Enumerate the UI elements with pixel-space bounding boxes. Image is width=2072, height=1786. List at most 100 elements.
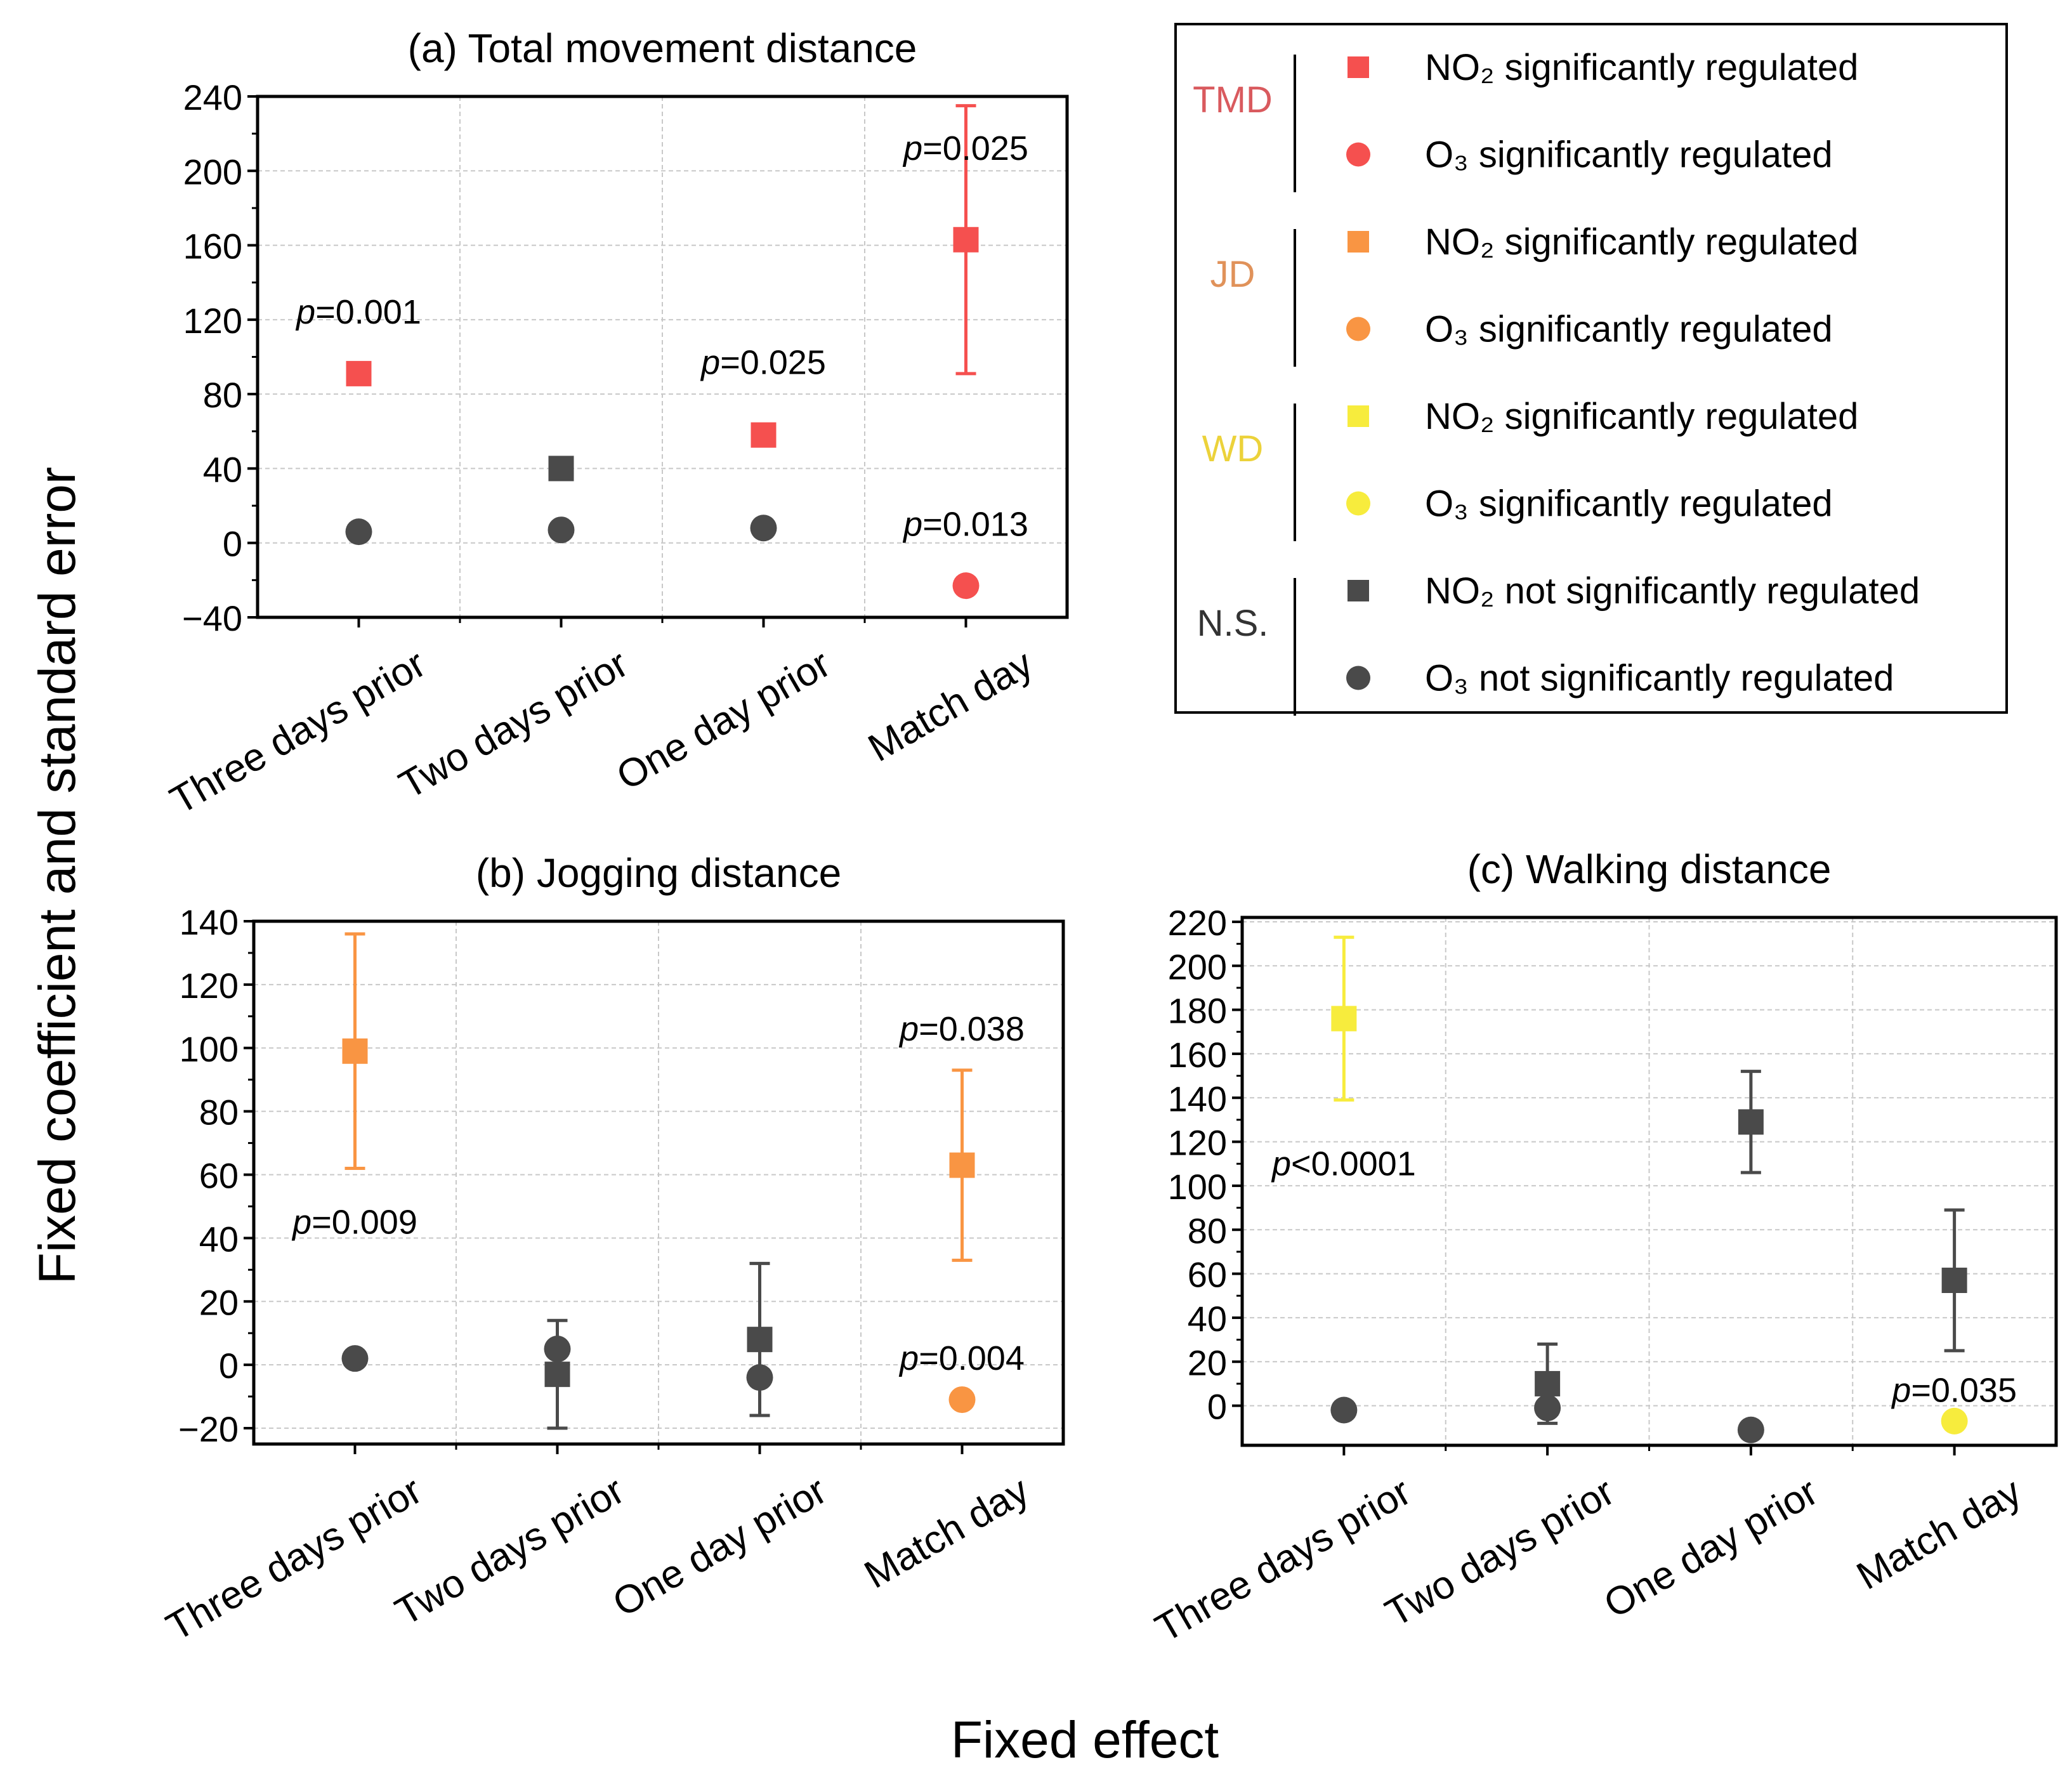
x-tick-label: Two days prior (392, 641, 636, 807)
x-tick-label: Match day (1849, 1469, 2028, 1598)
x-tick-label: One day prior (610, 641, 838, 799)
data-point-circle (952, 572, 980, 600)
legend-item-label: NO₂ not significantly regulated (1425, 570, 1920, 612)
chart-panel-b: (b) Jogging distance −20 0 20 40 60 80 100 120 14… (159, 850, 1065, 1650)
legend-marker-circle (1346, 142, 1370, 167)
data-point-circle (948, 1386, 976, 1414)
y-tick-label: 100 (180, 1029, 239, 1069)
data-point-square (751, 422, 777, 448)
data-point-square (953, 227, 979, 253)
data-point-square (1941, 1268, 1967, 1293)
y-tick-label: 80 (1188, 1211, 1227, 1251)
y-axis-title: Fixed coefficient and standard error (29, 467, 86, 1284)
p-value-annotation: p=0.004 (898, 1339, 1025, 1377)
y-tick-label: 80 (199, 1093, 239, 1133)
p-value-annotation: p=0.038 (898, 1010, 1025, 1048)
legend-item-label: O₃ significantly regulated (1425, 135, 1833, 176)
legend-box (1174, 23, 2008, 714)
data-point-circle (750, 515, 777, 542)
legend-marker-square (1347, 56, 1369, 78)
y-tick-label: 0 (219, 1346, 239, 1386)
x-tick-label: One day prior (1597, 1469, 1825, 1627)
y-tick-label: 40 (203, 449, 242, 489)
y-tick-label: 200 (183, 152, 242, 192)
legend-item-label: NO₂ significantly regulated (1425, 221, 1858, 263)
y-tick-label: 60 (199, 1156, 239, 1196)
y-tick-label: 180 (1168, 991, 1227, 1031)
chart-panel-a: (a) Total movement distance −40 0 40 80 120 16… (163, 25, 1069, 823)
y-tick-label: 0 (1207, 1387, 1227, 1427)
data-point-circle (1330, 1396, 1358, 1424)
y-tick-label: 40 (199, 1219, 239, 1259)
y-tick-label: 20 (199, 1282, 239, 1322)
p-value-annotation: p<0.0001 (1271, 1145, 1416, 1183)
data-point-square (1535, 1370, 1561, 1396)
data-point-square (544, 1362, 570, 1388)
p-value-annotation: p=0.035 (1891, 1371, 2017, 1409)
chart-title: (a) Total movement distance (408, 25, 917, 71)
chart-title: (b) Jogging distance (476, 850, 841, 896)
data-point-circle (345, 518, 372, 546)
legend-item-label: O₃ significantly regulated (1425, 483, 1833, 525)
x-tick-label: Three days prior (163, 641, 433, 822)
legend-marker-circle (1346, 317, 1370, 341)
chart-panel-c: (c) Walking distance 0 20 40608010012014016… (1148, 846, 2058, 1651)
y-tick-label: 0 (223, 524, 242, 564)
x-tick-label: One day prior (606, 1468, 834, 1625)
x-tick-label: Three days prior (1148, 1469, 1418, 1650)
y-tick-label: 120 (183, 301, 242, 341)
x-axis-title: Fixed effect (951, 1711, 1219, 1769)
data-point-square (949, 1152, 975, 1178)
data-point-circle (1941, 1407, 1968, 1435)
x-tick-label: Three days prior (159, 1468, 429, 1649)
x-tick-label: Two days prior (1378, 1469, 1622, 1635)
data-point-square (1331, 1006, 1357, 1032)
legend-item-label: O₃ significantly regulated (1425, 309, 1833, 350)
y-tick-label: 60 (1188, 1255, 1227, 1295)
y-tick-label: 140 (180, 902, 239, 942)
legend-group-label: WD (1202, 428, 1264, 469)
y-tick-label: 160 (1168, 1035, 1227, 1075)
y-tick-label: 20 (1188, 1343, 1227, 1382)
data-point-circle (548, 516, 575, 544)
legend: TMD NO₂ significantly regulated O₃ signifi… (1174, 23, 2008, 716)
p-value-annotation: p=0.009 (291, 1203, 417, 1241)
legend-marker-circle (1346, 666, 1370, 690)
x-tick-label: Two days prior (388, 1468, 632, 1634)
legend-group-label: N.S. (1197, 603, 1269, 644)
p-value-annotation: p=0.001 (295, 293, 421, 331)
x-tick-label: Match day (857, 1468, 1036, 1597)
p-value-annotation: p=0.025 (902, 129, 1028, 167)
y-tick-label: 100 (1168, 1167, 1227, 1207)
legend-group-label: JD (1210, 254, 1256, 295)
legend-item-label: NO₂ significantly regulated (1425, 47, 1858, 88)
data-point-circle (341, 1345, 369, 1372)
y-tick-label: 140 (1168, 1079, 1227, 1119)
legend-marker-square (1347, 580, 1369, 601)
legend-item-label: O₃ not significantly regulated (1425, 658, 1894, 699)
data-point-circle (1534, 1395, 1561, 1422)
x-tick-label: Match day (861, 641, 1040, 770)
y-tick-label: 80 (203, 375, 242, 415)
p-value-annotation: p=0.025 (700, 343, 826, 381)
legend-marker-square (1347, 405, 1369, 427)
legend-marker-circle (1346, 491, 1370, 516)
chart-title: (c) Walking distance (1467, 846, 1832, 892)
legend-item-label: NO₂ significantly regulated (1425, 396, 1858, 437)
y-tick-label: 220 (1168, 903, 1227, 943)
legend-group-label: TMD (1193, 79, 1273, 121)
data-point-square (1738, 1109, 1764, 1135)
data-point-circle (544, 1336, 571, 1363)
y-tick-label: 120 (180, 966, 239, 1006)
y-tick-label: −20 (178, 1409, 239, 1449)
y-tick-label: 40 (1188, 1299, 1227, 1339)
y-tick-label: 120 (1168, 1123, 1227, 1163)
data-point-square (548, 456, 574, 482)
data-point-square (342, 1038, 368, 1064)
data-point-circle (746, 1364, 773, 1391)
data-point-circle (1737, 1416, 1764, 1443)
y-tick-label: −40 (182, 598, 242, 638)
legend-marker-square (1347, 231, 1369, 253)
p-value-annotation: p=0.013 (902, 505, 1028, 543)
